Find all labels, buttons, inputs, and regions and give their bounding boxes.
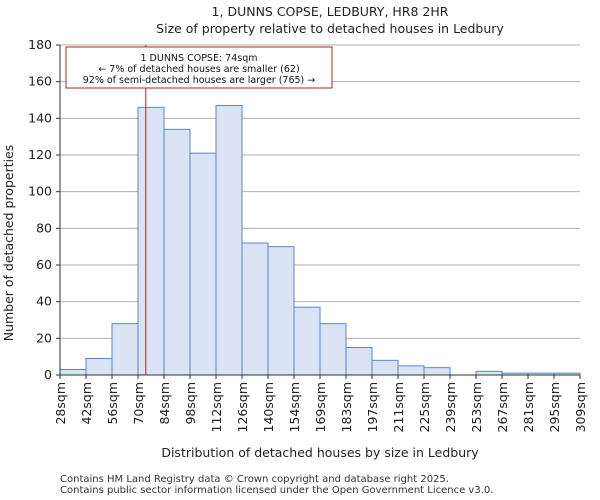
bar [163,128,191,376]
bar [241,242,269,376]
x-tick-label: 281sqm [521,382,536,432]
bar [423,367,451,376]
y-tick-label: 140 [28,110,52,125]
bar [85,358,113,376]
footer-line-2: Contains public sector information licen… [60,485,494,496]
bar [59,369,87,376]
x-tick-label: 126sqm [235,382,250,432]
x-tick-label: 197sqm [365,382,380,432]
x-tick-label: 211sqm [391,382,406,432]
chart-subtitle: Size of property relative to detached ho… [156,21,504,36]
x-tick-label: 56sqm [105,382,120,425]
y-tick-label: 40 [36,294,52,309]
y-tick-label: 60 [36,257,52,272]
annotation-line: ← 7% of detached houses are smaller (62) [98,64,299,75]
y-axis-label: Number of detached properties [1,145,16,342]
bar [319,323,347,376]
bar [267,246,295,376]
x-tick-label: 267sqm [495,382,510,432]
annotation-line: 92% of semi-detached houses are larger (… [83,75,316,86]
bar [137,106,165,376]
x-axis-label: Distribution of detached houses by size … [161,445,479,460]
bar [397,365,425,376]
plot-area: 0 20 40 60 80 100 120 140 160 180 28sqm 42sqm 56sqm 7… [28,37,588,432]
x-tick-label: 98sqm [183,382,198,425]
x-tick-label: 28sqm [53,382,68,425]
chart-title: 1, DUNNS COPSE, LEDBURY, HR8 2HR [212,4,449,19]
bar [293,306,321,376]
x-tick-label: 295sqm [547,382,562,432]
bar [475,370,503,376]
y-tick-label: 160 [28,74,52,89]
y-tick-label: 80 [36,220,52,235]
x-tick-label: 183sqm [339,382,354,432]
x-tick-label: 112sqm [209,382,224,432]
bar [111,323,139,376]
x-tick-label: 42sqm [79,382,94,425]
bar [345,347,373,376]
annotation-box [65,46,333,89]
y-tick-label: 120 [28,147,52,162]
x-tick-label: 169sqm [313,382,328,432]
annotation-line: 1 DUNNS COPSE: 74sqm [140,53,257,64]
bar [215,105,243,376]
y-tick-label: 0 [44,367,52,382]
x-tick-label: 309sqm [573,382,588,432]
y-tick-label: 180 [28,37,52,52]
x-tick-label: 140sqm [261,382,276,432]
footer-line-1: Contains HM Land Registry data © Crown c… [60,474,449,485]
bar [371,359,399,376]
x-tick-label: 225sqm [417,382,432,432]
x-tick-label: 70sqm [131,382,146,425]
y-tick-label: 20 [36,330,52,345]
bar [189,152,217,376]
y-tick-label: 100 [28,184,52,199]
x-tick-label: 154sqm [287,382,302,432]
x-tick-label: 253sqm [469,382,484,432]
x-tick-label: 84sqm [157,382,172,425]
x-tick-label: 239sqm [443,382,458,432]
